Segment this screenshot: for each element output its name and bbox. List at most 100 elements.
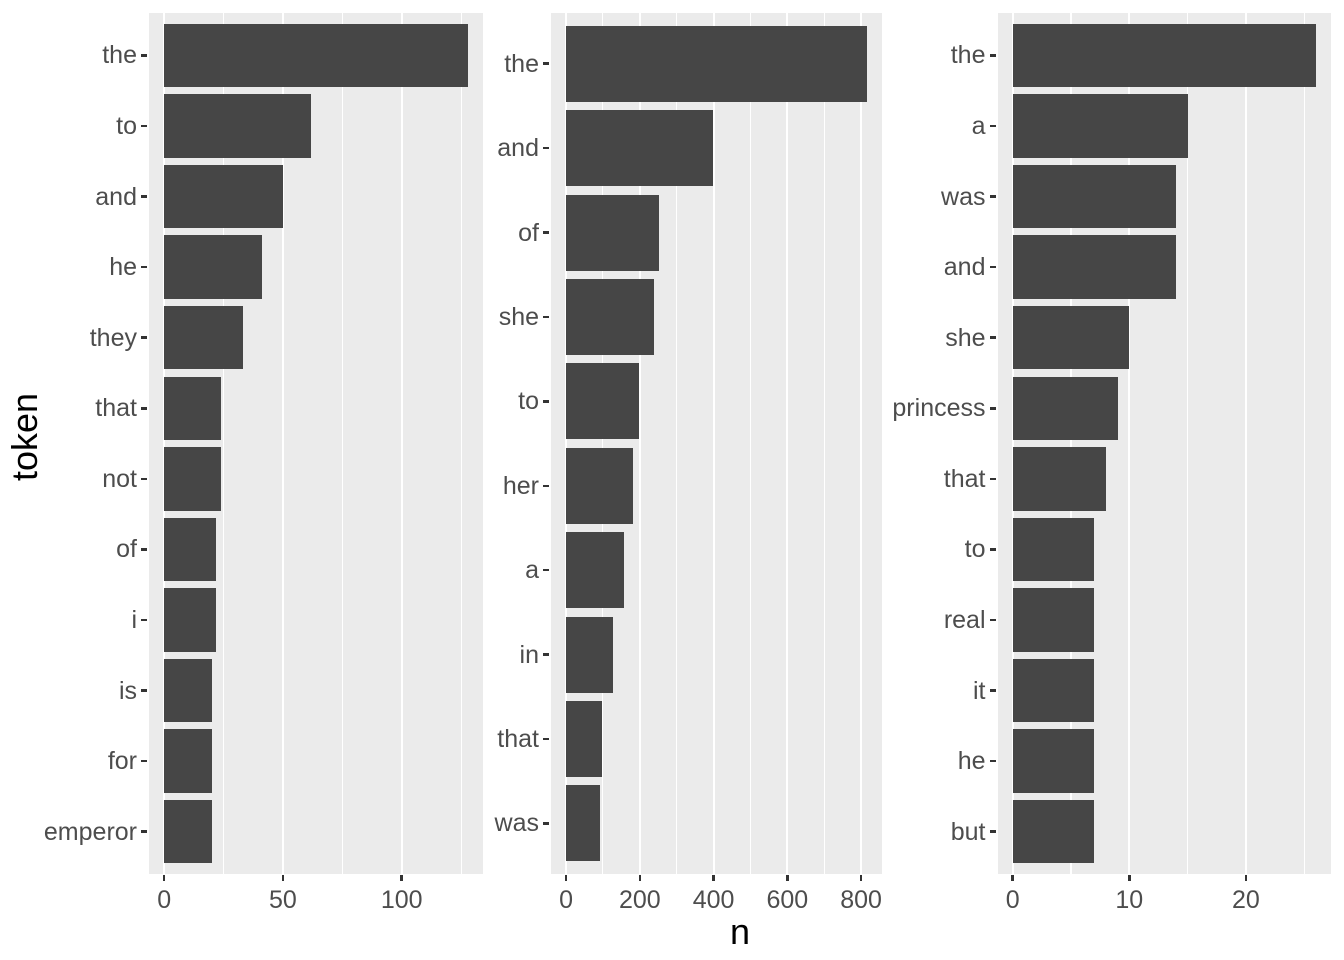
y-tick-mark (543, 231, 549, 234)
y-tick-label-the: the (950, 41, 986, 70)
bar-but (1012, 799, 1095, 864)
gridline-major (1244, 13, 1247, 874)
x-tick-mark (162, 875, 166, 881)
x-tick-label: 800 (840, 886, 882, 914)
y-tick-mark (141, 477, 147, 480)
y-tick-mark (989, 759, 996, 763)
y-tick-mark (141, 336, 147, 339)
bar-to (1012, 517, 1095, 582)
y-tick-mark (989, 336, 996, 339)
y-tick-mark (543, 484, 549, 487)
gridline-minor (676, 13, 678, 874)
y-tick-label-a: a (525, 556, 539, 585)
bar-to (164, 94, 312, 158)
facet-panel-3 (997, 13, 1331, 874)
gridline-major (786, 13, 789, 874)
y-tick-label-he: he (109, 253, 137, 282)
y-tick-label-to: to (518, 387, 539, 416)
bar-real (1012, 588, 1095, 652)
y-tick-label-a: a (971, 111, 986, 140)
y-tick-mark (141, 54, 147, 57)
gridline-major (1128, 13, 1131, 874)
y-tick-label-that: that (95, 394, 137, 423)
facet-panel-2 (551, 13, 883, 874)
gridline-major (1011, 13, 1014, 874)
y-tick-label-that: that (943, 464, 986, 493)
y-tick-mark (141, 265, 147, 269)
x-tick-mark (400, 875, 403, 881)
bar-the (566, 25, 868, 102)
bar-he (164, 235, 262, 299)
bar-the (1012, 23, 1316, 88)
y-tick-label-i: i (131, 605, 137, 634)
bar-to (566, 363, 640, 440)
x-tick-mark (859, 875, 863, 881)
bar-is (164, 658, 212, 723)
bar-i (164, 588, 217, 652)
x-tick-label: 600 (766, 886, 809, 914)
x-tick-mark (638, 875, 642, 881)
bar-she (566, 278, 655, 355)
y-tick-mark (141, 759, 147, 763)
bar-it (1012, 658, 1095, 723)
y-tick-mark (543, 653, 549, 656)
y-tick-mark (141, 548, 147, 551)
x-tick-mark (564, 875, 568, 881)
bar-that (1012, 447, 1106, 511)
y-tick-mark (141, 124, 147, 128)
y-tick-mark (989, 195, 996, 198)
y-tick-label-for: for (107, 747, 137, 776)
y-tick-label-in: in (519, 640, 539, 669)
y-tick-label-princess: princess (892, 394, 986, 423)
y-tick-label-was: was (941, 182, 986, 211)
y-tick-label-and: and (497, 134, 539, 163)
y-tick-mark (989, 830, 996, 833)
y-tick-label-that: that (497, 724, 539, 753)
bar-her (566, 447, 633, 524)
bar-of (566, 194, 659, 271)
gridline-minor (1187, 13, 1189, 874)
y-tick-label-it: it (973, 676, 986, 705)
gridline-minor (1303, 13, 1305, 874)
gridline-minor (341, 13, 343, 874)
gridline-minor (823, 13, 825, 874)
bar-a (566, 532, 624, 609)
gridline-minor (749, 13, 751, 874)
bar-she (1012, 305, 1130, 370)
bar-a (1012, 94, 1188, 158)
x-tick-mark (712, 875, 715, 881)
gridline-minor (460, 13, 462, 874)
gridline-major (400, 13, 403, 874)
x-tick-mark (786, 875, 789, 881)
y-tick-label-real: real (943, 605, 986, 634)
y-tick-mark (989, 265, 996, 269)
x-tick-label: 400 (692, 886, 735, 914)
x-tick-label: 100 (380, 886, 423, 914)
x-tick-mark (281, 875, 285, 881)
gridline-major (163, 13, 166, 874)
bar-the (164, 23, 469, 88)
x-axis-title: n (729, 911, 751, 952)
x-tick-label: 0 (559, 886, 574, 914)
bar-was (1012, 164, 1176, 229)
bar-in (566, 616, 613, 693)
gridline-minor (1070, 13, 1072, 874)
bar-and (1012, 235, 1176, 299)
y-tick-mark (141, 689, 147, 692)
gridline-minor (602, 13, 604, 874)
bar-of (164, 517, 217, 582)
facet-panel-1 (149, 13, 484, 874)
y-tick-label-he: he (957, 747, 986, 776)
y-tick-label-to: to (964, 535, 986, 564)
y-tick-mark (141, 407, 147, 410)
gridline-major (638, 13, 641, 874)
x-tick-mark (1128, 875, 1131, 881)
y-tick-mark (989, 548, 996, 551)
gridline-major (565, 13, 568, 874)
bar-emperor (164, 799, 212, 864)
bar-they (164, 305, 243, 370)
y-tick-mark (141, 618, 147, 622)
x-tick-mark (1244, 875, 1248, 881)
y-tick-mark (989, 54, 996, 57)
